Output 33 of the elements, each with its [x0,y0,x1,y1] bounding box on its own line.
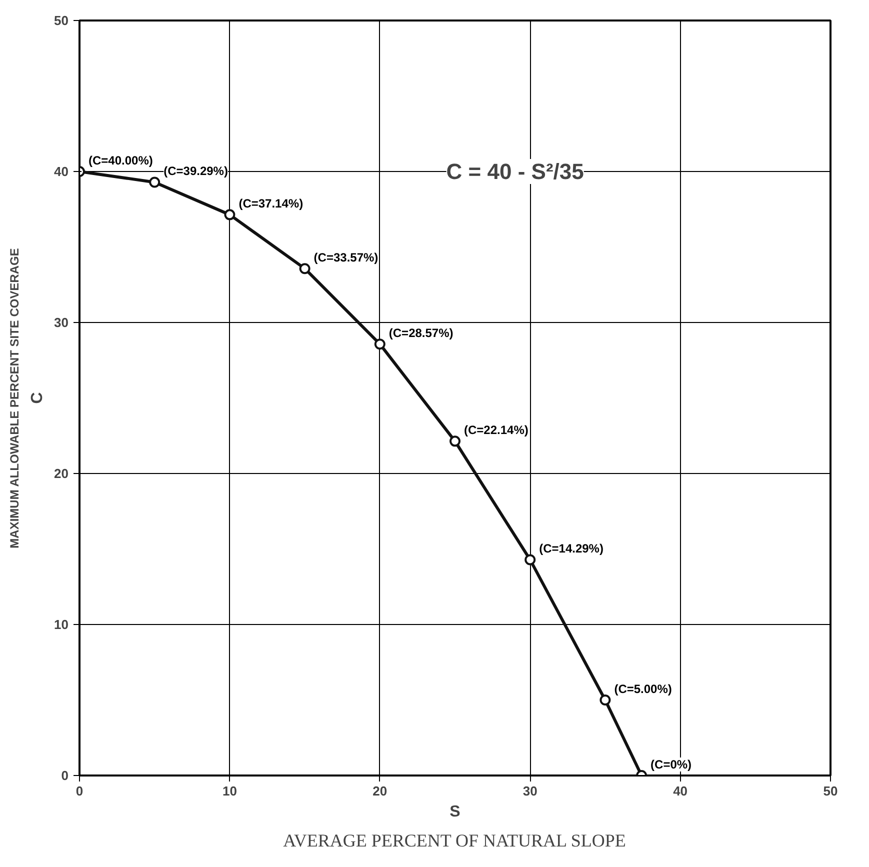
annotation: C = 40 - S²/35 [446,159,584,184]
point [149,176,160,188]
y-tick-label: 0 [61,768,69,783]
text: MAXIMUM ALLOWABLE PERCENT SITE COVERAGE [8,248,22,548]
data-label: (C=0%) [650,758,692,772]
x-tick-label: 0 [76,784,84,798]
x-tick-label: 50 [823,784,838,798]
data-label: (C=14.29%) [539,542,604,556]
data-label: (C=37.14%) [238,196,304,211]
data-label: (C=33.57%) [314,250,378,265]
y-tick-label: 10 [54,617,69,632]
y-tick-label: 20 [54,466,69,481]
point [600,694,611,706]
x-tick-label: 20 [372,784,388,798]
data-label: (C=39.29%) [164,164,228,178]
text: AVERAGE PERCENT OF NATURAL SLOPE [283,830,626,850]
x-axis-title: S [450,804,461,820]
y-tick-label: 40 [54,164,69,179]
point [374,338,386,350]
y-axis-title: C [29,392,46,404]
point [299,263,310,274]
point [450,436,460,447]
x-tick-label: 30 [522,784,538,798]
data-label: (C=28.57%) [388,326,454,340]
y-tick-label: 50 [54,13,69,28]
x-tick-label: 40 [673,784,688,798]
x-tick-label: 10 [222,784,237,798]
point [524,554,536,566]
data-label: (C=40.00%) [88,154,153,168]
data-label: (C=5.00%) [614,682,672,696]
data-label: (C=22.14%) [464,423,528,438]
y-tick-label: 30 [54,315,69,330]
point [224,209,236,220]
